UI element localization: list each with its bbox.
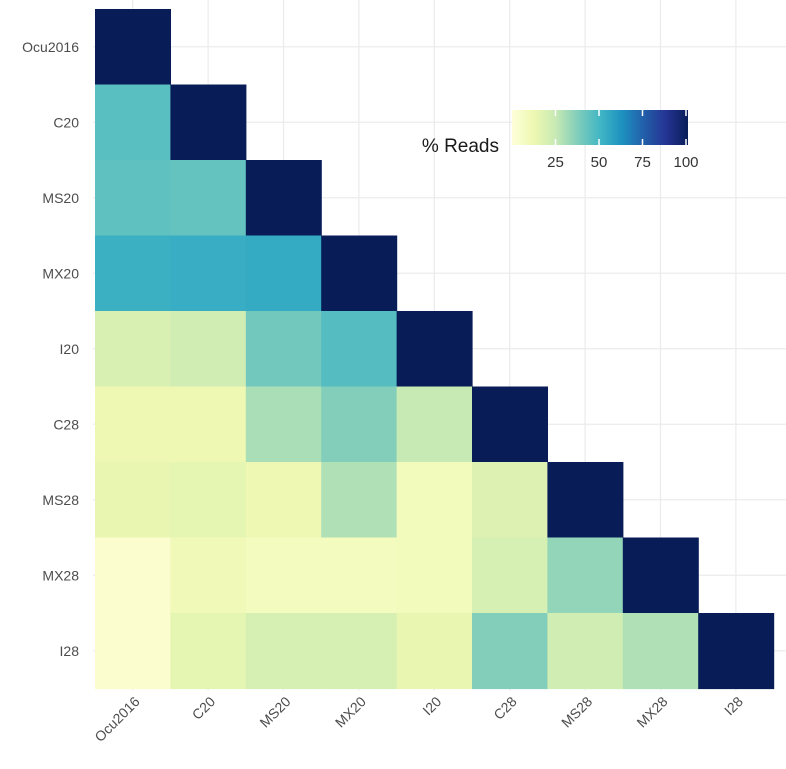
heatmap-cell (622, 537, 699, 614)
heatmap-cell (245, 386, 322, 463)
x-tick-label: I28 (721, 693, 746, 718)
heatmap-cell (95, 311, 171, 388)
heatmap-cell (321, 537, 398, 614)
heatmap-cell (95, 84, 171, 161)
heatmap-cell (95, 462, 171, 539)
y-tick-label: Ocu2016 (22, 39, 79, 55)
legend-tick-label: 75 (634, 154, 651, 171)
y-tick-label: C28 (53, 416, 79, 432)
heatmap-cell (321, 311, 398, 388)
heatmap-cell (245, 462, 322, 539)
legend-tick-label: 50 (591, 154, 608, 171)
heatmap-cell (95, 613, 171, 690)
heatmap-cell (245, 537, 322, 614)
x-axis-tick-labels: Ocu2016 C20 MS20 MX20 I20 C28 MS28 MX28 I28 (91, 693, 746, 745)
x-tick-label: Ocu2016 (91, 693, 143, 745)
heatmap-cell (245, 235, 322, 312)
y-tick-label: MS20 (42, 190, 79, 206)
heatmap-cell (170, 386, 247, 463)
heatmap-cells (95, 9, 775, 690)
heatmap-cell (245, 613, 322, 690)
heatmap-cell (170, 84, 247, 161)
heatmap-cell (396, 311, 473, 388)
heatmap-cell (321, 462, 398, 539)
y-axis-tick-labels: Ocu2016 C20 MS20 MX20 I20 C28 MS28 MX28 I28 (22, 39, 79, 659)
heatmap-cell (547, 462, 624, 539)
x-tick-label: C28 (490, 693, 520, 723)
legend-tick-label: 25 (547, 154, 564, 171)
heatmap-cell (472, 462, 548, 539)
x-tick-label: MX20 (332, 693, 369, 730)
heatmap-cell (95, 9, 171, 86)
x-tick-label: MS28 (558, 693, 595, 730)
legend-ticks: 25 50 75 100 (547, 110, 699, 171)
legend-colorbar (512, 110, 688, 145)
legend-title: % Reads (422, 136, 499, 157)
y-tick-label: C20 (53, 114, 79, 130)
y-tick-label: MX28 (42, 567, 79, 583)
heatmap-cell (321, 235, 398, 312)
heatmap-cell (245, 311, 322, 388)
heatmap-cell (170, 235, 247, 312)
heatmap-cell (95, 160, 171, 237)
heatmap-cell (170, 537, 247, 614)
heatmap-cell (170, 311, 247, 388)
heatmap-cell (547, 537, 624, 614)
heatmap-cell (321, 386, 398, 463)
heatmap-cell (396, 537, 473, 614)
x-tick-label: C20 (189, 693, 219, 723)
y-tick-label: MS28 (42, 492, 79, 508)
heatmap-cell (396, 613, 473, 690)
heatmap-cell (321, 613, 398, 690)
heatmap-cell (472, 613, 548, 690)
heatmap-cell (170, 613, 247, 690)
heatmap-cell (95, 386, 171, 463)
heatmap-cell (396, 462, 473, 539)
y-tick-label: I28 (60, 643, 80, 659)
heatmap-cell (472, 386, 548, 463)
heatmap-cell (170, 462, 247, 539)
heatmap-cell (245, 160, 322, 237)
color-legend: % Reads 25 50 75 100 (422, 110, 699, 171)
x-tick-label: I20 (419, 693, 444, 718)
heatmap-cell (95, 235, 171, 312)
x-tick-label: MS20 (256, 693, 293, 730)
y-tick-label: I20 (60, 341, 80, 357)
x-tick-label: MX28 (633, 693, 670, 730)
heatmap-cell (472, 537, 548, 614)
heatmap-cell (396, 386, 473, 463)
heatmap-cell (95, 537, 171, 614)
heatmap-cell (698, 613, 775, 690)
heatmap-cell (547, 613, 624, 690)
heatmap-cell (622, 613, 699, 690)
heatmap-cell (170, 160, 247, 237)
y-tick-label: MX20 (42, 265, 79, 281)
legend-tick-label: 100 (673, 154, 698, 171)
